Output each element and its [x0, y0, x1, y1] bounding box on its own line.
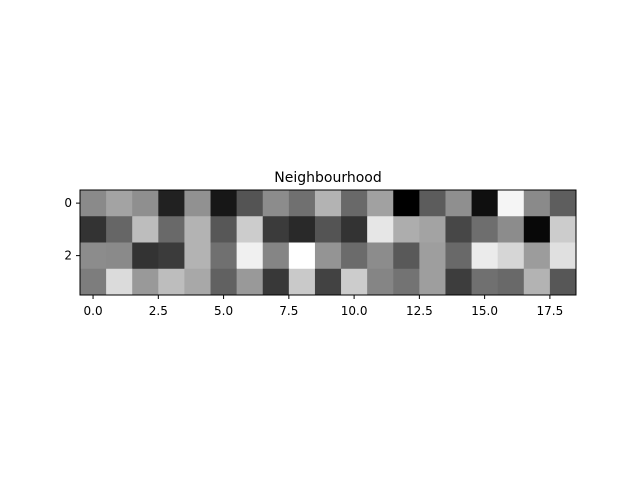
heatmap-cells: [80, 190, 577, 296]
heatmap-cell: [184, 190, 211, 217]
heatmap-cell: [132, 242, 159, 270]
heatmap-cell: [549, 216, 577, 243]
heatmap-cell: [419, 242, 446, 270]
heatmap-cell: [445, 268, 472, 296]
heatmap-cell: [523, 190, 551, 217]
x-tick-label: 2.5: [149, 304, 168, 318]
heatmap-cell: [341, 242, 368, 270]
heatmap-cell: [80, 268, 107, 296]
heatmap-cell: [184, 268, 211, 296]
heatmap-cell: [445, 190, 472, 217]
heatmap-cell: [393, 216, 420, 243]
heatmap-cell: [262, 242, 290, 270]
heatmap-cell: [210, 216, 238, 243]
x-tick-label: 5.0: [214, 304, 233, 318]
heatmap-cell: [497, 268, 525, 296]
heatmap-cell: [132, 216, 159, 243]
heatmap-cell: [549, 242, 577, 270]
heatmap-cell: [236, 190, 264, 217]
heatmap-cell: [497, 190, 525, 217]
heatmap-cell: [262, 216, 290, 243]
heatmap-cell: [497, 242, 525, 270]
heatmap-cell: [158, 190, 185, 217]
heatmap-cell: [80, 242, 107, 270]
heatmap-cell: [184, 242, 211, 270]
heatmap-cell: [367, 216, 394, 243]
x-axis: 0.0 2.5 5.0 7.5 10.0 12.5 15.0 17.5: [84, 295, 564, 318]
x-tick-label: 17.5: [537, 304, 564, 318]
heatmap-cell: [106, 268, 133, 296]
heatmap-cell: [523, 268, 551, 296]
heatmap-cell: [210, 268, 238, 296]
heatmap-cell: [80, 190, 107, 217]
heatmap-cell: [158, 268, 185, 296]
heatmap-cell: [445, 242, 472, 270]
heatmap-cell: [288, 242, 316, 270]
heatmap-cell: [367, 190, 394, 217]
heatmap-cell: [341, 268, 368, 296]
heatmap-cell: [106, 216, 133, 243]
heatmap-cell: [288, 190, 316, 217]
heatmap-cell: [549, 268, 577, 296]
x-tick-label: 10.0: [341, 304, 368, 318]
heatmap-cell: [288, 216, 316, 243]
heatmap-cell: [523, 216, 551, 243]
plot-frame: [79, 189, 577, 296]
heatmap-cell: [106, 242, 133, 270]
heatmap-cell: [106, 190, 133, 217]
heatmap-cell: [549, 190, 577, 217]
y-tick-label: 2: [64, 249, 72, 263]
heatmap-cell: [523, 242, 551, 270]
heatmap-cell: [419, 190, 446, 217]
heatmap-cell: [80, 216, 107, 243]
x-tick-label: 12.5: [406, 304, 433, 318]
heatmap-cell: [210, 190, 238, 217]
heatmap-cell: [236, 216, 264, 243]
heatmap-cell: [471, 216, 499, 243]
x-tick-label: 7.5: [279, 304, 298, 318]
heatmap-cell: [132, 268, 159, 296]
heatmap-cell: [132, 190, 159, 217]
heatmap-cell: [393, 190, 420, 217]
heatmap-cell: [393, 242, 420, 270]
heatmap-cell: [341, 216, 368, 243]
y-tick-label: 0: [64, 196, 72, 210]
heatmap-cell: [262, 268, 290, 296]
heatmap-cell: [314, 216, 342, 243]
heatmap-cell: [341, 190, 368, 217]
heatmap-cell: [288, 268, 316, 296]
heatmap-cell: [158, 242, 185, 270]
heatmap-cell: [471, 190, 499, 217]
heatmap-cell: [262, 190, 290, 217]
heatmap-cell: [471, 242, 499, 270]
heatmap-cell: [419, 268, 446, 296]
x-tick-label: 0.0: [84, 304, 103, 318]
heatmap-cell: [393, 268, 420, 296]
heatmap-cell: [236, 268, 264, 296]
x-tick-label: 15.0: [471, 304, 498, 318]
heatmap-cell: [445, 216, 472, 243]
heatmap-cell: [367, 268, 394, 296]
heatmap-cell: [210, 242, 238, 270]
heatmap-cell: [314, 190, 342, 217]
heatmap-cell: [314, 242, 342, 270]
heatmap-cell: [471, 268, 499, 296]
heatmap-cell: [419, 216, 446, 243]
heatmap-cell: [367, 242, 394, 270]
heatmap-cell: [497, 216, 525, 243]
heatmap-cell: [184, 216, 211, 243]
heatmap-cell: [158, 216, 185, 243]
heatmap-cell: [314, 268, 342, 296]
chart-title: Neighbourhood: [274, 170, 381, 186]
heatmap-cell: [236, 242, 264, 270]
y-axis: 02: [64, 196, 80, 263]
